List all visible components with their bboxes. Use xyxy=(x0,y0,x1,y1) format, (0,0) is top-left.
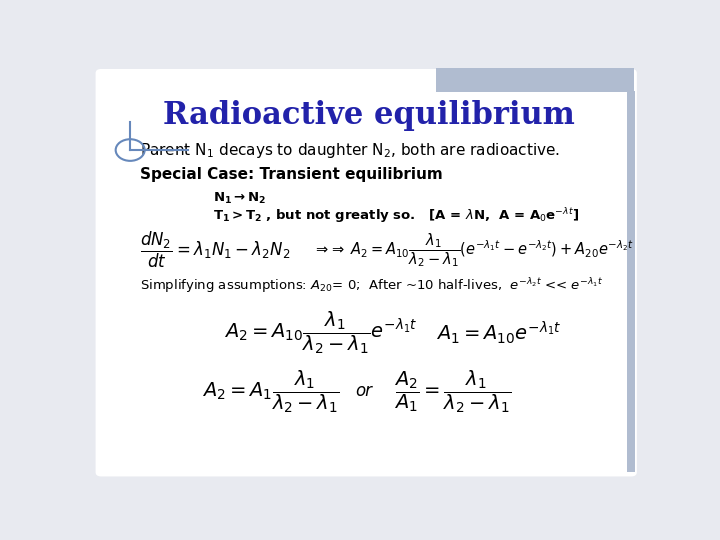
Text: $\mathbf{T_1 > T_2}$ , but not greatly so.   [A = $\lambda$N,  A = A$_0$e$^{-\la: $\mathbf{T_1 > T_2}$ , but not greatly s… xyxy=(213,206,579,225)
Text: $\dfrac{A_2}{A_1} = \dfrac{\lambda_1}{\lambda_2 - \lambda_1}$: $\dfrac{A_2}{A_1} = \dfrac{\lambda_1}{\l… xyxy=(394,368,512,415)
Bar xyxy=(627,91,635,472)
Text: $A_2 = A_{10}\dfrac{\lambda_1}{\lambda_2 - \lambda_1}e^{-\lambda_1 t}$: $A_2 = A_{10}\dfrac{\lambda_1}{\lambda_2… xyxy=(224,309,418,356)
Text: $\dfrac{dN_2}{dt} = \lambda_1 N_1 - \lambda_2 N_2$: $\dfrac{dN_2}{dt} = \lambda_1 N_1 - \lam… xyxy=(140,230,291,270)
Text: Radioactive equilibrium: Radioactive equilibrium xyxy=(163,100,575,131)
Text: Simplifying assumptions: $A_{20}$= 0;  After ~10 half-lives,  $e^{-\lambda_2 t}$: Simplifying assumptions: $A_{20}$= 0; Af… xyxy=(140,276,603,295)
Text: Parent N$_1$ decays to daughter N$_2$, both are radioactive.: Parent N$_1$ decays to daughter N$_2$, b… xyxy=(140,140,560,159)
Text: $\mathbf{N_1 \rightarrow N_2}$: $\mathbf{N_1 \rightarrow N_2}$ xyxy=(213,191,266,206)
Text: or: or xyxy=(355,382,372,400)
Text: $A_2 = A_1 \dfrac{\lambda_1}{\lambda_2 - \lambda_1}$: $A_2 = A_1 \dfrac{\lambda_1}{\lambda_2 -… xyxy=(202,368,339,415)
Text: $\Rightarrow\!\Rightarrow\; A_2 = A_{10}\dfrac{\lambda_1}{\lambda_2 - \lambda_1}: $\Rightarrow\!\Rightarrow\; A_2 = A_{10}… xyxy=(313,231,634,269)
FancyBboxPatch shape xyxy=(96,69,637,476)
Text: $A_1 = A_{10}e^{-\lambda_1 t}$: $A_1 = A_{10}e^{-\lambda_1 t}$ xyxy=(436,320,562,346)
Bar xyxy=(436,68,634,92)
Text: Special Case: Transient equilibrium: Special Case: Transient equilibrium xyxy=(140,167,443,183)
